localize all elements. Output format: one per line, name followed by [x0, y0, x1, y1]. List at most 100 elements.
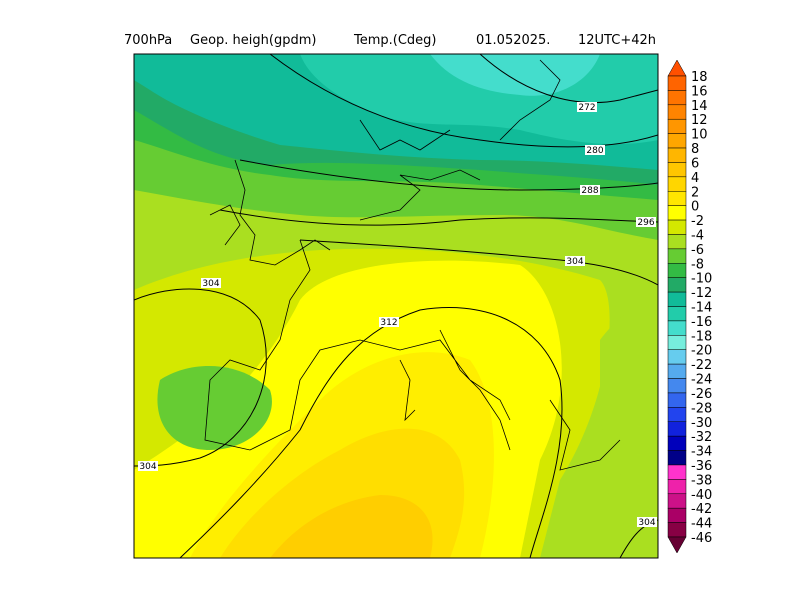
- map-frame: [133, 53, 659, 559]
- colorbar-swatch: [667, 435, 687, 451]
- colorbar-swatch: [667, 378, 687, 394]
- colorbar-label: -24: [691, 373, 712, 388]
- colorbar-label: 10: [691, 128, 708, 143]
- colorbar-swatch: [667, 464, 687, 480]
- colorbar-label: -40: [691, 488, 712, 503]
- contour-label-bg: [580, 185, 600, 195]
- contour-line: [299, 239, 658, 286]
- colorbar-swatch: [667, 176, 687, 192]
- colorbar-swatch: [667, 306, 687, 322]
- colorbar-label: -10: [691, 272, 712, 287]
- colorbar-swatch: [667, 75, 687, 91]
- colorbar-swatch: [667, 219, 687, 235]
- colorbar-swatch: [667, 248, 687, 264]
- colorbar-swatch: [667, 349, 687, 365]
- colorbar-swatch: [667, 320, 687, 336]
- colorbar-label: 18: [691, 70, 708, 85]
- colorbar-label: 16: [691, 84, 708, 99]
- colorbar-label: -34: [691, 445, 712, 460]
- title-field: Temp.(Cdeg): [353, 33, 437, 48]
- colorbar-label: -2: [691, 214, 704, 229]
- field-fill: [270, 495, 433, 558]
- colorbar-label: 14: [691, 99, 708, 114]
- colorbar-label: 2: [691, 185, 699, 200]
- colorbar-label: -22: [691, 358, 712, 373]
- contour-line: [219, 209, 658, 226]
- colorbar-label: -18: [691, 329, 712, 344]
- colorbar-label: -32: [691, 430, 712, 445]
- contour-label: 288: [581, 186, 598, 196]
- colorbar-label: -14: [691, 301, 712, 316]
- colorbar-cap: [667, 536, 687, 554]
- contour-label-bg: [585, 145, 605, 155]
- colorbar-label: -44: [691, 517, 712, 532]
- contour-label: 304: [139, 462, 156, 472]
- contour-label: 296: [637, 218, 654, 228]
- colorbar-label: -38: [691, 473, 712, 488]
- colorbar-label: 4: [691, 171, 699, 186]
- contour-line: [239, 159, 658, 191]
- contour-label-bg: [636, 217, 656, 227]
- title-level: 700hPa: [124, 33, 172, 48]
- contour-label-bg: [201, 278, 221, 288]
- colorbar-swatch: [667, 392, 687, 408]
- colorbar-swatch: [667, 118, 687, 134]
- colorbar-swatch: [667, 162, 687, 178]
- contour-line: [269, 54, 658, 148]
- colorbar-label: -36: [691, 459, 712, 474]
- contour-label-bg: [637, 517, 657, 527]
- colorbar-swatch: [667, 335, 687, 350]
- contour-label-bg: [577, 102, 597, 112]
- colorbar-swatch: [667, 147, 687, 163]
- contour-label-bg: [138, 461, 158, 471]
- colorbar-label: -12: [691, 286, 712, 301]
- field-fill: [600, 300, 658, 520]
- contour-line: [179, 307, 563, 558]
- colorbar-swatch: [667, 407, 687, 422]
- contour-label: 304: [202, 279, 219, 289]
- colorbar-label: -26: [691, 387, 712, 402]
- coastline: [204, 59, 621, 471]
- colorbar-label: -16: [691, 315, 712, 330]
- colorbar-label: -8: [691, 257, 704, 272]
- colorbar-swatch: [667, 291, 687, 307]
- colorbar-label: -6: [691, 243, 704, 258]
- colorbar-label: -42: [691, 502, 712, 517]
- colorbar-label: -30: [691, 416, 712, 431]
- contour-label: 304: [638, 518, 655, 528]
- colorbar-swatch: [667, 191, 687, 206]
- colorbar-swatch: [667, 90, 687, 106]
- colorbar-swatch: [667, 507, 687, 523]
- colorbar-label: 12: [691, 113, 708, 128]
- colorbar-swatch: [667, 205, 687, 221]
- colorbar-swatch: [667, 493, 687, 509]
- colorbar-swatch: [667, 363, 687, 379]
- colorbar-label: -4: [691, 228, 704, 243]
- contour-line: [134, 288, 267, 467]
- title-run: 12UTC+42h: [578, 33, 656, 48]
- colorbar-label: 0: [691, 200, 699, 215]
- colorbar: 181614121086420-2-4-6-8-10-12-14-16-18-2…: [667, 59, 712, 554]
- colorbar-swatch: [667, 421, 687, 437]
- colorbar-swatch: [667, 277, 687, 293]
- title-date: 01.052025.: [476, 33, 550, 48]
- colorbar-swatch: [667, 479, 687, 495]
- colorbar-label: 8: [691, 142, 699, 157]
- contour-label-bg: [379, 317, 399, 327]
- colorbar-label: 6: [691, 156, 699, 171]
- colorbar-swatch: [667, 104, 687, 120]
- colorbar-label: -28: [691, 401, 712, 416]
- contour-label: 304: [566, 257, 583, 267]
- colorbar-swatch: [667, 263, 687, 278]
- contour-label-bg: [565, 256, 585, 266]
- colorbar-swatch: [667, 234, 687, 250]
- contour-label: 312: [380, 318, 397, 328]
- field-fill: [157, 366, 272, 450]
- contour-line: [479, 54, 658, 104]
- contour-label: 280: [586, 146, 603, 156]
- map: [134, 54, 658, 558]
- colorbar-label: -20: [691, 344, 712, 359]
- contour-labels: 272 280 288 296 304 304 312 304 304: [138, 102, 657, 528]
- contour-label: 272: [578, 103, 595, 113]
- colorbar-swatch: [667, 522, 687, 538]
